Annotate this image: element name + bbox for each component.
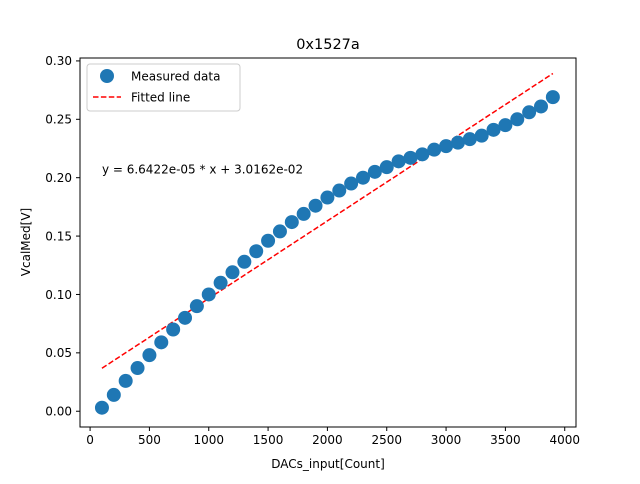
data-point [391,154,406,169]
y-tick-label: 0.05 [45,346,72,360]
data-point [237,254,252,269]
data-point [344,176,359,191]
data-point [225,265,240,280]
data-point [284,215,299,230]
data-point [261,233,276,248]
data-point [154,335,169,350]
x-tick-label: 1500 [253,433,284,447]
data-point [356,170,371,185]
y-tick-label: 0.15 [45,229,72,243]
measured-points-layer [94,90,560,415]
data-point [213,275,228,290]
y-tick-label: 0.10 [45,288,72,302]
legend-label-fitted: Fitted line [131,91,190,105]
x-axis-ticks: 0 500 1000 1500 2000 2500 3000 3500 4000 [86,427,580,447]
y-tick-label: 0.20 [45,171,72,185]
x-tick-label: 2000 [312,433,343,447]
x-tick-label: 0 [86,433,94,447]
data-point [332,183,347,198]
data-point [249,244,264,259]
data-point [545,90,560,105]
data-point [510,112,525,127]
data-point [498,118,513,133]
data-point [379,160,394,175]
data-point [415,147,430,162]
data-point [522,105,537,120]
data-point [462,132,477,147]
data-point [201,287,216,302]
legend-label-measured: Measured data [131,70,220,84]
y-axis-label: VcalMed[V] [19,208,33,276]
x-axis-label: DACs_input[Count] [271,457,385,471]
x-tick-label: 1000 [193,433,224,447]
data-point [427,142,442,157]
data-point [130,361,145,376]
x-tick-label: 2500 [371,433,402,447]
data-point [106,387,121,402]
data-point [189,299,204,314]
plot-frame [79,57,577,428]
data-point [308,198,323,213]
data-point [533,99,548,114]
legend-box [86,63,241,112]
data-point [450,135,465,150]
data-point [439,139,454,154]
x-tick-label: 3000 [431,433,462,447]
data-point [118,373,133,388]
data-point [403,150,418,165]
y-tick-label: 0.00 [45,405,72,419]
x-tick-label: 4000 [549,433,580,447]
data-point [94,400,109,415]
legend-marker-measured [100,69,114,83]
data-point [474,128,489,143]
y-tick-label: 0.30 [45,54,72,68]
data-point [272,224,287,239]
y-tick-label: 0.25 [45,113,72,127]
data-point [178,310,193,325]
legend: Measured data Fitted line [86,63,241,112]
fitted-line [101,72,554,369]
fit-equation-annotation: y = 6.6422e-05 * x + 3.0162e-02 [102,163,303,177]
data-point [166,322,181,337]
chart-title: 0x1527a [296,37,360,53]
fitted-line-layer [101,72,554,369]
data-point [486,122,501,137]
data-point [296,206,311,221]
data-point [320,190,335,205]
data-point [367,164,382,179]
data-point [142,348,157,363]
y-axis-ticks: 0.00 0.05 0.10 0.15 0.20 0.25 0.30 [45,54,80,419]
x-tick-label: 3500 [490,433,521,447]
x-tick-label: 500 [138,433,161,447]
